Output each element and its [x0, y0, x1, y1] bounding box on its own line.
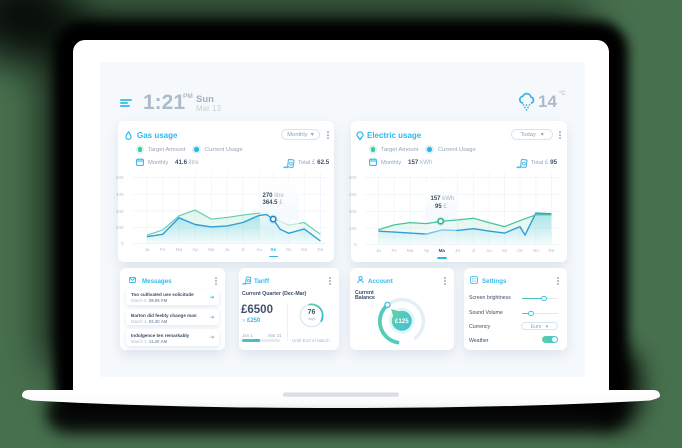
svg-text:£125: £125: [395, 318, 409, 325]
